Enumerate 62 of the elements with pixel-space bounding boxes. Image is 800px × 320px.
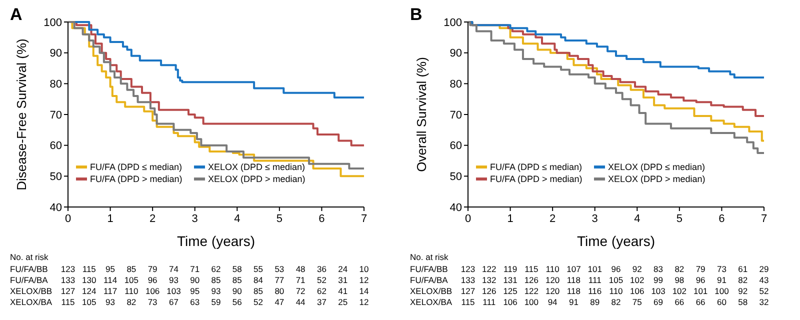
x-tick-label: 4 bbox=[634, 213, 640, 225]
text: 133 130 114 105 96 93 90 85 85 84 77 71 52 31 12 bbox=[60, 275, 369, 285]
text: FU/FA/BA bbox=[10, 275, 48, 285]
x-tick-label: 6 bbox=[718, 213, 725, 225]
legend-label: FU/FA (DPD > median) bbox=[90, 174, 182, 184]
y-tick-label: 50 bbox=[50, 171, 62, 184]
x-tick-label: 5 bbox=[676, 213, 682, 225]
y-tick-label: 40 bbox=[450, 202, 462, 214]
y-tick-label: 80 bbox=[50, 78, 62, 91]
x-tick-label: 7 bbox=[360, 213, 368, 225]
text: XELOX/BA bbox=[10, 297, 52, 307]
x-tick-label: 7 bbox=[760, 213, 768, 225]
legend-label: XELOX (DPD > median) bbox=[608, 174, 706, 184]
x-tick-label: 1 bbox=[107, 213, 114, 225]
y-tick-label: 90 bbox=[450, 48, 462, 60]
legend-label: XELOX (DPD > median) bbox=[208, 174, 306, 184]
y-axis-title: Overall Survival (%) bbox=[414, 57, 429, 172]
x-tick-label: 3 bbox=[192, 213, 198, 225]
text: 123 122 119 115 110 107 101 96 92 83 82 79 73 61 29 bbox=[460, 264, 769, 274]
text: 127 124 117 110 106 103 95 93 90 85 80 72 62 41 14 bbox=[60, 286, 369, 296]
x-tick-label: 6 bbox=[318, 213, 325, 225]
y-tick-label: 80 bbox=[450, 78, 462, 91]
y-tick-label: 100 bbox=[44, 16, 62, 29]
y-tick-label: 100 bbox=[444, 16, 462, 29]
text: XELOX/BB bbox=[410, 286, 452, 296]
x-tick-label: 1 bbox=[507, 213, 514, 225]
text: 115 111 106 100 94 91 89 82 75 69 66 66 60 58 32 bbox=[461, 297, 769, 307]
text: 123 115 95 85 79 74 71 62 58 55 53 48 36 24 10 bbox=[60, 264, 369, 274]
x-axis-title: Time (years) bbox=[576, 233, 656, 249]
legend-label: FU/FA (DPD > median) bbox=[490, 174, 582, 184]
y-tick-label: 60 bbox=[450, 140, 462, 152]
legend-label: FU/FA (DPD ≤ median) bbox=[490, 162, 582, 172]
text: FU/FA/BB bbox=[410, 264, 448, 274]
x-tick-label: 3 bbox=[592, 213, 598, 225]
x-tick-label: 2 bbox=[550, 213, 556, 225]
text: 115 105 93 82 73 67 63 59 56 52 47 44 37 25 12 bbox=[61, 297, 369, 307]
y-tick-label: 70 bbox=[450, 109, 462, 122]
text: 133 132 131 126 120 118 111 105 102 99 98 96 91 82 43 bbox=[460, 275, 769, 285]
y-tick-label: 60 bbox=[50, 140, 62, 152]
y-tick-label: 70 bbox=[50, 109, 62, 122]
chart-title: A bbox=[10, 5, 22, 24]
y-tick-label: 50 bbox=[450, 171, 462, 184]
x-tick-label: 5 bbox=[276, 213, 282, 225]
text: 127 126 125 122 120 118 116 110 106 103 102 101 100 92 52 bbox=[460, 286, 769, 296]
y-axis-title: Disease-Free Survival (%) bbox=[14, 38, 29, 190]
legend-label: XELOX (DPD ≤ median) bbox=[208, 162, 305, 172]
legend-label: FU/FA (DPD ≤ median) bbox=[90, 162, 182, 172]
x-axis-title: Time (years) bbox=[176, 233, 256, 249]
legend-label: XELOX (DPD ≤ median) bbox=[608, 162, 705, 172]
y-tick-label: 90 bbox=[50, 48, 62, 60]
text: XELOX/BA bbox=[410, 297, 452, 307]
x-tick-label: 0 bbox=[64, 213, 72, 225]
text: FU/FA/BB bbox=[10, 264, 48, 274]
chart-title: B bbox=[410, 5, 422, 24]
text: XELOX/BB bbox=[10, 286, 52, 296]
x-tick-label: 4 bbox=[234, 213, 240, 225]
text: No. at risk bbox=[410, 252, 450, 262]
y-tick-label: 40 bbox=[50, 202, 62, 214]
text: FU/FA/BA bbox=[410, 275, 448, 285]
x-tick-label: 0 bbox=[464, 213, 472, 225]
x-tick-label: 2 bbox=[150, 213, 156, 225]
text: No. at risk bbox=[10, 252, 50, 262]
